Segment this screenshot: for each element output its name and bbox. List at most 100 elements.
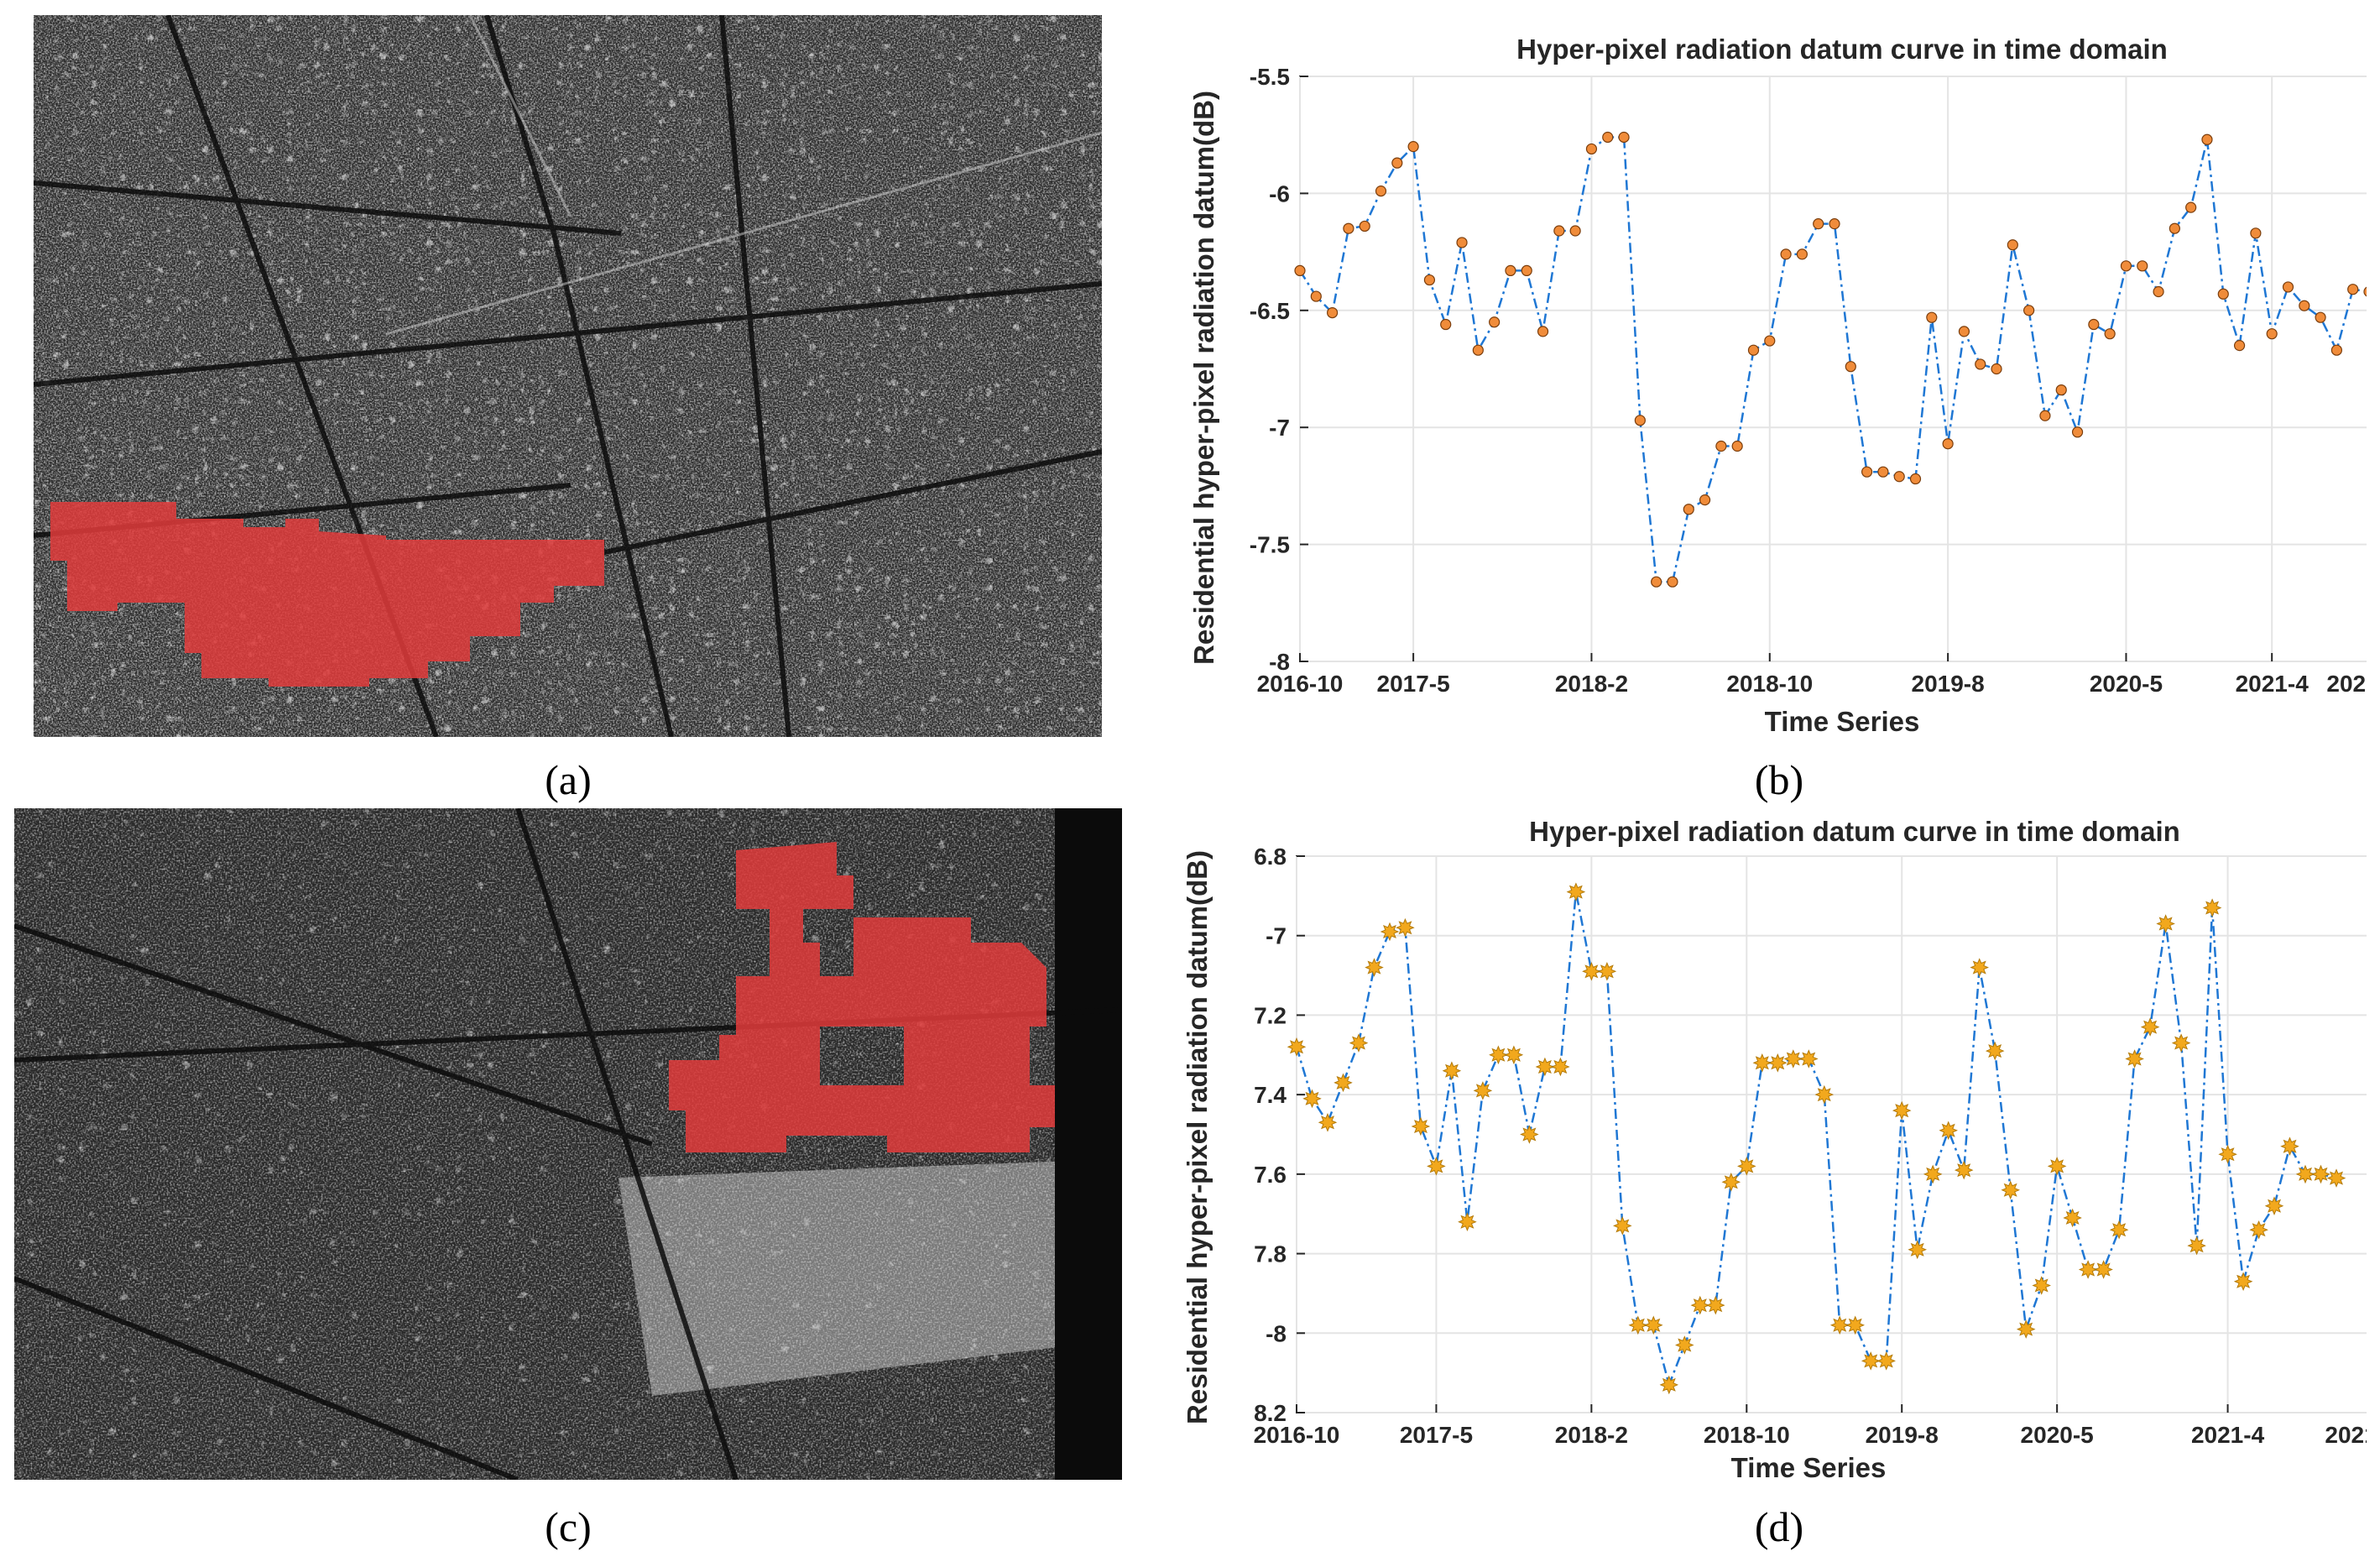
- residential-region-a: [50, 502, 604, 687]
- chart-b-data-point: [2266, 328, 2278, 340]
- chart-d-ytick-label: -7: [1266, 923, 1287, 949]
- chart-d-data-point: [2109, 1220, 2129, 1240]
- chart-d-data-point: [1628, 1315, 1648, 1335]
- chart-d-data-point: [1411, 1116, 1431, 1136]
- chart-b-data-point: [1423, 274, 1436, 286]
- chart-b-data-point: [2055, 384, 2067, 396]
- chart-d-data-point: [1458, 1212, 1477, 1231]
- chart-b-data-point: [1602, 131, 1614, 144]
- chart-b-data-point: [1456, 237, 1468, 248]
- chart-b-data-point: [1327, 306, 1339, 319]
- chart-b-data-point: [2330, 344, 2342, 356]
- chart-d-data-point: [2171, 1033, 2191, 1053]
- chart-d-data-point: [1551, 1057, 1570, 1077]
- chart-d-data-point: [1737, 1157, 1756, 1176]
- chart-d-data-point: [1535, 1057, 1555, 1077]
- chart-d-xtick-label: 2017-5: [1400, 1422, 1473, 1448]
- chart-b-data-point: [1585, 143, 1598, 155]
- chart-b-data-point: [1991, 363, 2002, 375]
- chart-d-data-point: [1427, 1157, 1446, 1176]
- chart-b-data-point: [2363, 286, 2367, 297]
- sar-image-a-svg: [34, 15, 1102, 737]
- residential-region-c: [669, 842, 1055, 1152]
- chart-d-data-point: [1768, 1053, 1788, 1073]
- chart-d-data-point: [2264, 1196, 2284, 1215]
- caption-b: (b): [1754, 756, 1804, 803]
- chart-d-data-point: [2187, 1236, 2206, 1256]
- chart-b-data-point: [2088, 318, 2100, 331]
- chart-b-title: Hyper-pixel radiation datum curve in tim…: [1516, 34, 2168, 65]
- chart-d-data-point: [1582, 962, 1601, 981]
- chart-d-data-point: [2311, 1164, 2330, 1184]
- chart-d-data-point: [1659, 1375, 1679, 1395]
- caption-d: (d): [1754, 1503, 1804, 1550]
- chart-d-ylabel: Residential hyper-pixel radiation datum(…: [1182, 850, 1213, 1424]
- chart-b-data-point: [2347, 284, 2359, 295]
- chart-b-data-point: [2233, 340, 2246, 352]
- chart-b-data-point: [2071, 426, 2084, 438]
- chart-b-xtick-label: 2020-5: [2090, 671, 2163, 697]
- chart-b-xtick-label: 2021-11: [2326, 671, 2367, 697]
- chart-b-data-point: [1747, 344, 1760, 356]
- chart-b-data-point: [1731, 440, 1743, 452]
- chart-b-data-point: [1667, 576, 1678, 588]
- chart-d-data-point: [1613, 1216, 1632, 1236]
- chart-b-data-point: [1651, 576, 1662, 588]
- chart-d-data-point: [1923, 1164, 1943, 1184]
- chart-b-data-point: [2201, 133, 2213, 145]
- caption-c: (c): [545, 1503, 592, 1550]
- chart-d-data-point: [2125, 1049, 2144, 1068]
- chart-b-data-point: [1521, 264, 1532, 277]
- chart-b-data-point: [1942, 438, 1954, 450]
- chart-b-xtick-label: 2021-4: [2236, 671, 2310, 697]
- chart-b-xtick-label: 2018-2: [1555, 671, 1628, 697]
- chart-b-data-point: [1618, 131, 1630, 144]
- chart-d-data-point: [1349, 1033, 1369, 1053]
- chart-d-ytick-label: 7.6: [1254, 1162, 1287, 1188]
- chart-d-data-point: [2295, 1164, 2315, 1184]
- chart-b-data-point: [1505, 264, 1516, 277]
- chart-b-data-point: [1715, 440, 1727, 452]
- chart-d-data-point: [2202, 898, 2222, 917]
- chart-d-plot-area: [1296, 855, 2367, 1413]
- chart-b-data-point: [1569, 225, 1581, 237]
- chart-b-data-point: [2282, 281, 2294, 293]
- chart-d-data-point: [1706, 1295, 1725, 1315]
- chart-b-data-point: [1780, 248, 1792, 260]
- chart-b-ytick-label: -6: [1269, 180, 1290, 206]
- chart-d-xtick-label: 2021-11: [2325, 1422, 2367, 1448]
- chart-d-data-point: [1814, 1084, 1835, 1105]
- chart-d-data-point: [1675, 1335, 1694, 1355]
- chart-d-data-point: [1380, 922, 1400, 942]
- caption-a: (a): [545, 756, 592, 803]
- chart-d-title: Hyper-pixel radiation datum curve in tim…: [1529, 816, 2180, 847]
- chart-d-series-line: [1295, 891, 2337, 1388]
- chart-b-data-point: [2039, 410, 2051, 421]
- chart-d-ytick-label: 8.2: [1254, 1400, 1287, 1426]
- chart-b-data-point: [1634, 415, 1646, 426]
- chart-d-data-point: [1954, 1160, 1974, 1180]
- chart-d-data-point: [2249, 1220, 2268, 1240]
- chart-b-data-point: [1359, 220, 1370, 233]
- chart-d-data-point: [1908, 1240, 1927, 1260]
- chart-b-ytick-label: -6.5: [1250, 298, 1290, 324]
- chart-d-data-point: [2156, 914, 2175, 933]
- chart-b-data-point: [1909, 473, 1922, 485]
- chart-b-xtick-label: 2017-5: [1377, 671, 1450, 697]
- chart-d-data-point: [1442, 1061, 1462, 1080]
- sar-image-a: [34, 15, 1102, 737]
- chart-d-data-point: [1829, 1315, 1850, 1335]
- chart-b-data-point: [1472, 344, 1484, 356]
- chart-d-xtick-label: 2020-5: [2021, 1422, 2094, 1448]
- chart-d-data-point: [1939, 1121, 1958, 1141]
- chart-b-data-point: [2315, 311, 2326, 323]
- chart-b-ytick-label: -7: [1269, 415, 1290, 441]
- chart-d-data-point: [2078, 1260, 2098, 1279]
- chart-b-data-point: [1845, 361, 1856, 373]
- chart-b-data-point: [1407, 141, 1419, 153]
- chart-b-data-point: [1764, 335, 1776, 347]
- chart-d-data-point: [1473, 1081, 1493, 1100]
- chart-b: Hyper-pixel radiation datum curve in tim…: [1188, 34, 2367, 737]
- chart-d-data-point: [2280, 1136, 2299, 1156]
- chart-b-data-point: [1375, 185, 1387, 197]
